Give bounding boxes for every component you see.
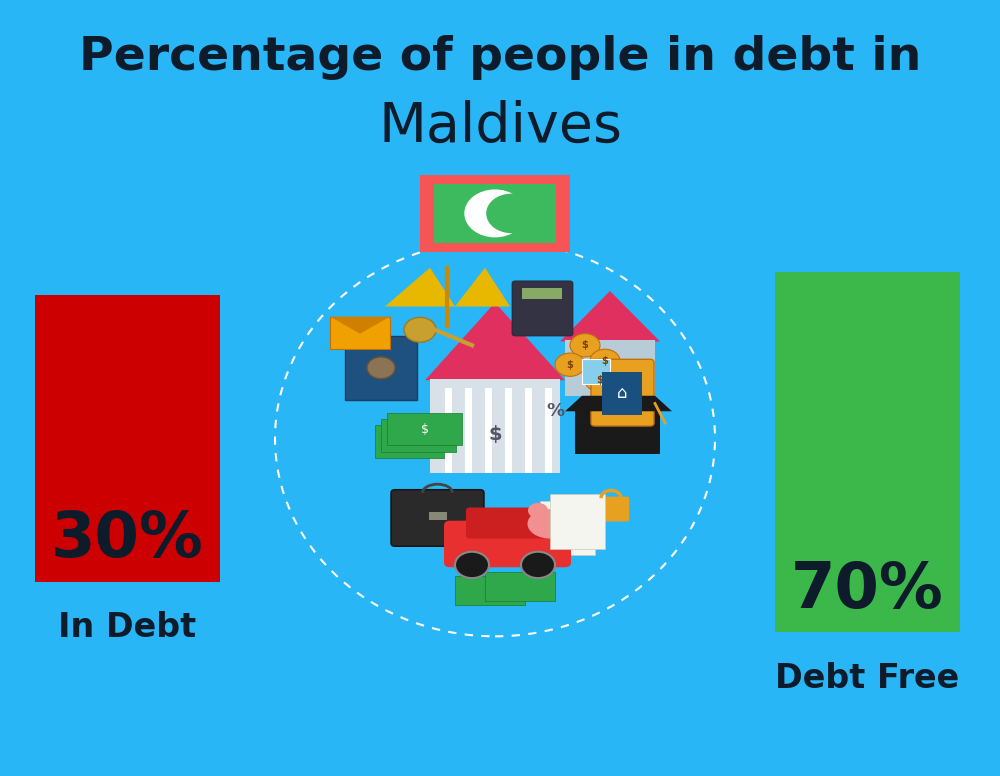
FancyBboxPatch shape — [775, 272, 960, 632]
FancyBboxPatch shape — [485, 572, 555, 601]
Ellipse shape — [275, 241, 715, 636]
FancyBboxPatch shape — [428, 512, 446, 520]
FancyBboxPatch shape — [540, 501, 595, 555]
Text: $: $ — [582, 341, 588, 350]
Text: $: $ — [409, 435, 417, 448]
FancyBboxPatch shape — [444, 521, 571, 567]
Text: Debt Free: Debt Free — [775, 662, 960, 695]
FancyBboxPatch shape — [505, 388, 512, 473]
FancyBboxPatch shape — [522, 288, 562, 299]
FancyBboxPatch shape — [575, 411, 660, 454]
Circle shape — [465, 190, 525, 237]
FancyBboxPatch shape — [455, 576, 525, 605]
Circle shape — [555, 353, 585, 376]
Text: $: $ — [602, 356, 608, 365]
Circle shape — [570, 334, 600, 357]
Text: ⌂: ⌂ — [617, 384, 627, 403]
FancyBboxPatch shape — [391, 490, 484, 546]
Text: In Debt: In Debt — [58, 611, 197, 645]
FancyBboxPatch shape — [465, 388, 472, 473]
FancyBboxPatch shape — [375, 425, 450, 458]
FancyBboxPatch shape — [582, 359, 610, 384]
Circle shape — [455, 552, 489, 578]
Text: 70%: 70% — [791, 559, 944, 621]
Circle shape — [404, 317, 436, 342]
Circle shape — [521, 552, 555, 578]
Polygon shape — [385, 268, 455, 307]
Polygon shape — [330, 317, 390, 334]
Text: $: $ — [488, 425, 502, 444]
FancyBboxPatch shape — [434, 184, 556, 243]
Polygon shape — [425, 303, 565, 380]
FancyBboxPatch shape — [593, 497, 629, 521]
FancyBboxPatch shape — [430, 379, 560, 473]
FancyBboxPatch shape — [565, 340, 655, 396]
Text: %: % — [546, 402, 564, 421]
FancyBboxPatch shape — [512, 281, 573, 336]
FancyBboxPatch shape — [602, 372, 642, 415]
Polygon shape — [565, 396, 672, 411]
FancyBboxPatch shape — [330, 317, 390, 349]
FancyBboxPatch shape — [387, 413, 462, 445]
Ellipse shape — [528, 509, 572, 539]
FancyBboxPatch shape — [485, 388, 492, 473]
FancyBboxPatch shape — [381, 419, 456, 452]
Circle shape — [528, 503, 548, 518]
Text: $: $ — [567, 360, 573, 369]
FancyBboxPatch shape — [591, 359, 654, 426]
FancyBboxPatch shape — [445, 388, 452, 473]
FancyBboxPatch shape — [550, 494, 605, 549]
Text: Percentage of people in debt in: Percentage of people in debt in — [79, 35, 921, 80]
Circle shape — [367, 357, 395, 379]
Polygon shape — [560, 291, 660, 341]
FancyBboxPatch shape — [345, 336, 417, 400]
FancyBboxPatch shape — [545, 388, 552, 473]
Text: Maldives: Maldives — [378, 99, 622, 154]
Text: $: $ — [415, 429, 423, 442]
Text: $: $ — [597, 376, 603, 385]
FancyBboxPatch shape — [35, 295, 220, 582]
Circle shape — [487, 194, 536, 233]
Text: $: $ — [421, 423, 429, 435]
Circle shape — [585, 369, 615, 392]
FancyBboxPatch shape — [420, 175, 570, 252]
Polygon shape — [455, 268, 510, 307]
FancyBboxPatch shape — [525, 388, 532, 473]
FancyBboxPatch shape — [466, 508, 546, 539]
Circle shape — [590, 349, 620, 372]
Text: 30%: 30% — [51, 508, 204, 570]
